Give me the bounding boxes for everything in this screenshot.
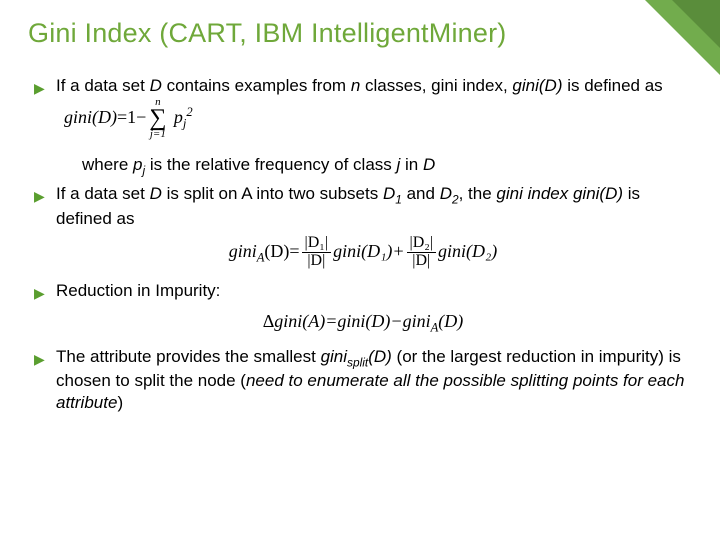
formula-gini-split: giniA(D)=|D₁||D|gini(D₁)+|D₂||D|gini(D₂) [34,235,692,270]
b1-giniD: gini(D) [512,76,562,95]
where-pre: where [82,155,133,174]
b2-mid1: is split on A into two subsets [162,184,383,203]
f2-term2: gini(D₂) [438,241,497,261]
b2-D2-sub: 2 [452,192,459,206]
b4-pre: The attribute provides the smallest [56,347,321,366]
b1-n: n [351,76,360,95]
f1-term: p [174,107,183,127]
b1-mid2: classes, gini index, [360,76,512,95]
sigma-icon: ∑ [149,108,166,130]
b4-end: ) [117,393,123,412]
b2-and: and [402,184,440,203]
f1-lhs: gini(D) [64,107,117,127]
where-pj: pj [133,155,145,174]
b4-gini-sub: split [347,355,368,369]
where-in: in [400,155,423,174]
b2-D1-sub: 1 [395,192,402,206]
b4-gini: ginisplit(D) [321,347,392,366]
f3-tail: (D) [438,311,463,331]
formula-gini-def: gini(D)=1−n∑j=1 pj2 [64,97,193,141]
bullet-marker-icon: ▶ [34,183,56,208]
bullet-3: ▶ Reduction in Impurity: [34,280,692,305]
bullet-4-text: The attribute provides the smallest gini… [56,346,692,414]
formula-delta-gini: Δgini(A)=gini(D)−giniA(D) [34,311,692,336]
b2-mid2: , the [459,184,497,203]
f2-frac1-den: |D| [302,253,332,270]
f3-delta: Δ [263,311,275,331]
bullet-3-text: Reduction in Impurity: [56,280,692,302]
where-mid: is the relative frequency of class [145,155,396,174]
f1-term-sup: 2 [186,105,192,119]
sum-icon: n∑j=1 [149,97,166,141]
f2-term1: gini(D₁)+ [333,241,404,261]
frac-2: |D₂||D| [407,235,437,270]
bullet-1-text: If a data set D contains examples from n… [56,75,692,140]
where-line: where pj is the relative frequency of cl… [82,154,692,179]
b2-pre: If a data set [56,184,150,203]
f1-eq: =1− [117,107,146,127]
f2-frac2-num: |D₂| [407,235,437,253]
slide-title: Gini Index (CART, IBM IntelligentMiner) [28,18,692,49]
f2-frac1-num: |D₁| [302,235,332,253]
f2-lhs: gini [229,241,257,261]
bullet-marker-icon: ▶ [34,280,56,305]
f2-lhs-arg: (D)= [264,241,299,261]
slide: Gini Index (CART, IBM IntelligentMiner) … [0,0,720,540]
content: ▶ If a data set D contains examples from… [28,75,692,414]
b2-D: D [150,184,162,203]
corner-accent [645,0,720,75]
bullet-2: ▶ If a data set D is split on A into two… [34,183,692,229]
b1-pre: If a data set [56,76,150,95]
frac-1: |D₁||D| [302,235,332,270]
bullet-marker-icon: ▶ [34,75,56,100]
f3-body: gini(A)=gini(D)−gini [274,311,430,331]
b1-mid1: contains examples from [162,76,351,95]
b2-gini: gini index gini(D) [496,184,623,203]
bullet-1: ▶ If a data set D contains examples from… [34,75,692,140]
f1-sum-bot: j=1 [149,129,166,140]
b2-D1: D1 [383,184,402,203]
f2-frac2-den: |D| [407,253,437,270]
where-D: D [423,155,435,174]
b2-D2: D2 [440,184,459,203]
bullet-4: ▶ The attribute provides the smallest gi… [34,346,692,414]
bullet-2-text: If a data set D is split on A into two s… [56,183,692,229]
bullet-marker-icon: ▶ [34,346,56,371]
b1-post: is defined as [562,76,662,95]
b1-D: D [150,76,162,95]
